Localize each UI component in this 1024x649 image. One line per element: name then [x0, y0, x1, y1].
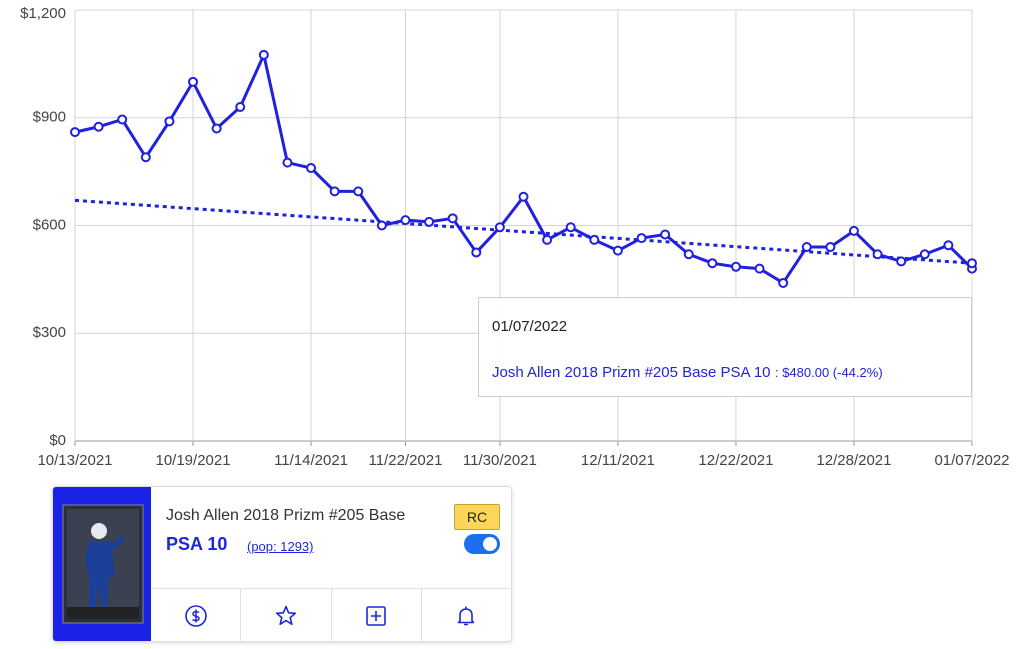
data-point — [258, 49, 269, 60]
data-point — [117, 114, 128, 125]
data-point — [353, 186, 364, 197]
data-point — [636, 233, 647, 244]
price-line — [74, 53, 974, 285]
data-point — [707, 258, 718, 269]
x-tick-label: 12/11/2021 — [581, 452, 655, 469]
plus-icon — [366, 605, 386, 626]
card-actions — [151, 588, 511, 641]
chart: $0 $300 $600 $900 $1,200 10/13/2021 10/19/2021… — [20, 5, 1009, 469]
data-point — [943, 240, 954, 251]
y-tick-label: $1,200 — [20, 5, 66, 22]
pop-link[interactable]: (pop: 1293) — [247, 539, 314, 554]
data-point — [70, 127, 80, 138]
data-point — [188, 76, 199, 87]
data-point — [778, 277, 789, 288]
favorite-button[interactable] — [240, 589, 330, 641]
trend-end-point — [967, 258, 977, 269]
data-point — [376, 220, 387, 231]
data-point — [612, 245, 623, 256]
y-tick-label: $600 — [33, 216, 66, 233]
data-point — [565, 222, 576, 233]
tooltip-value: : $480.00 (-44.2%) — [774, 365, 883, 380]
data-point — [683, 249, 694, 260]
data-point — [93, 121, 104, 132]
data-point — [919, 249, 930, 260]
trend-line — [74, 198, 973, 265]
data-point — [282, 157, 293, 168]
data-point — [211, 123, 222, 134]
data-point — [754, 263, 765, 274]
tooltip-line: Josh Allen 2018 Prizm #205 Base PSA 10 :… — [492, 364, 883, 382]
data-point — [447, 213, 458, 224]
tooltip-series: Josh Allen 2018 Prizm #205 Base PSA 10 — [492, 364, 771, 381]
card-title: Josh Allen 2018 Prizm #205 Base — [166, 507, 406, 524]
data-point — [400, 215, 411, 226]
tooltip-date: 01/07/2022 — [492, 318, 568, 335]
alert-button[interactable] — [420, 589, 511, 641]
data-point — [542, 234, 553, 245]
x-tick-label: 01/07/2022 — [934, 452, 1009, 469]
star-icon — [275, 605, 296, 625]
x-tick-label: 12/22/2021 — [698, 452, 773, 469]
data-point — [424, 216, 435, 227]
x-tick-label: 10/13/2021 — [37, 452, 112, 469]
rc-badge: RC — [454, 504, 500, 530]
data-point — [896, 256, 907, 267]
y-tick-label: $0 — [49, 432, 66, 449]
card: Josh Allen 2018 Prizm #205 Base PSA 10 (… — [52, 486, 512, 642]
data-point — [801, 242, 812, 253]
data-point — [660, 229, 671, 240]
card-image-panel — [53, 487, 151, 641]
data-point — [306, 163, 317, 174]
toggle[interactable] — [464, 534, 500, 554]
x-tick-label: 11/22/2021 — [368, 452, 442, 469]
data-point — [848, 225, 859, 236]
x-tick-label: 10/19/2021 — [155, 452, 230, 469]
x-tick-label: 12/28/2021 — [816, 452, 891, 469]
bell-icon — [458, 606, 475, 625]
data-point — [329, 186, 340, 197]
add-button[interactable] — [330, 589, 421, 641]
card-grade: PSA 10 — [166, 534, 228, 554]
data-point — [825, 242, 836, 253]
data-point — [589, 234, 600, 245]
data-point — [518, 191, 529, 202]
data-point — [471, 247, 482, 258]
x-tick-label: 11/14/2021 — [274, 452, 348, 469]
card-image[interactable] — [53, 487, 151, 641]
x-tick-label: 11/30/2021 — [463, 452, 537, 469]
y-tick-label: $300 — [33, 324, 66, 341]
dollar-icon — [184, 604, 207, 627]
tooltip: 01/07/2022 Josh Allen 2018 Prizm #205 Ba… — [478, 297, 972, 397]
data-point — [872, 249, 883, 260]
data-point — [235, 101, 246, 112]
data-point — [164, 116, 175, 127]
data-point — [140, 152, 151, 163]
y-tick-label: $900 — [33, 109, 66, 126]
price-button[interactable] — [151, 589, 240, 641]
data-point — [494, 222, 505, 233]
data-point — [730, 261, 741, 272]
